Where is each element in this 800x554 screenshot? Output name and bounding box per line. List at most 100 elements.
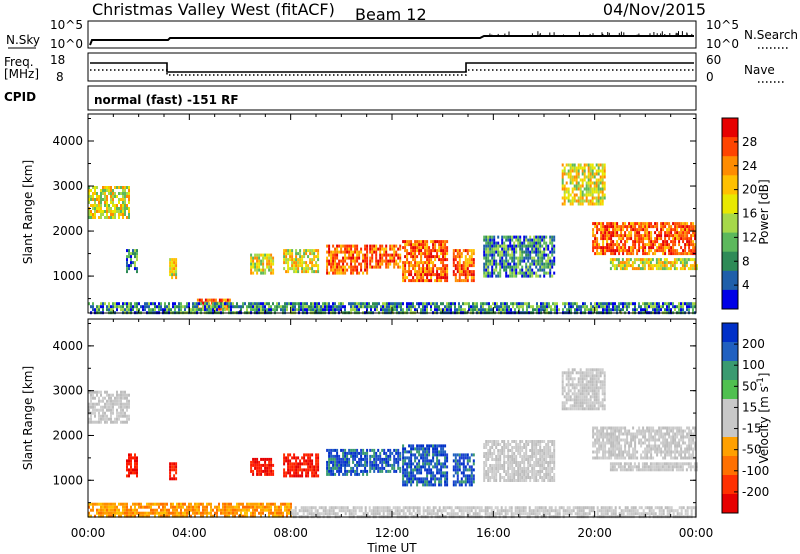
power-echo-pixel bbox=[293, 267, 296, 271]
power-echo-pixel bbox=[577, 196, 580, 200]
velocity-echo-pixel bbox=[110, 420, 112, 424]
power-echo-pixel bbox=[652, 302, 654, 306]
velocity-echo-pixel bbox=[352, 448, 355, 452]
velocity-echo-pixel bbox=[565, 407, 568, 411]
power-echo-pixel bbox=[391, 253, 394, 257]
velocity-echo-pixel bbox=[493, 479, 496, 482]
power-echo-pixel bbox=[254, 256, 257, 260]
power-echo-pixel bbox=[250, 305, 252, 309]
power-echo-pixel bbox=[330, 259, 333, 263]
power-echo-pixel bbox=[604, 237, 607, 241]
velocity-echo-pixel bbox=[485, 461, 488, 464]
power-echo-pixel bbox=[371, 253, 374, 257]
velocity-echo-pixel bbox=[106, 405, 108, 409]
power-echo-pixel bbox=[686, 252, 689, 256]
power-echo-pixel bbox=[591, 166, 594, 170]
velocity-echo-pixel bbox=[96, 402, 98, 406]
power-echo-pixel bbox=[519, 250, 522, 254]
power-echo-pixel bbox=[601, 178, 604, 182]
power-echo-pixel bbox=[513, 253, 516, 257]
power-echo-pixel bbox=[106, 213, 108, 216]
velocity-echo-pixel bbox=[543, 458, 546, 461]
velocity-echo-pixel bbox=[569, 389, 572, 393]
velocity-echo-pixel bbox=[543, 446, 546, 449]
velocity-echo-pixel bbox=[581, 389, 584, 393]
velocity-echo-pixel bbox=[454, 468, 457, 472]
velocity-echo-pixel bbox=[579, 395, 582, 399]
velocity-echo-pixel bbox=[513, 479, 516, 482]
power-echo-pixel bbox=[595, 184, 598, 188]
velocity-echo-pixel bbox=[120, 408, 122, 412]
power-echo-pixel bbox=[581, 193, 584, 197]
power-echo-pixel bbox=[485, 265, 488, 269]
power-echo-pixel bbox=[422, 279, 425, 283]
power-echo-pixel bbox=[660, 228, 663, 232]
velocity-echo-pixel bbox=[444, 477, 447, 481]
power-echo-pixel bbox=[366, 262, 369, 266]
power-echo-pixel bbox=[659, 264, 662, 268]
power-echo-pixel bbox=[317, 267, 320, 271]
power-echo-pixel bbox=[592, 249, 595, 253]
power-echo-pixel bbox=[90, 210, 92, 213]
power-echo-pixel bbox=[338, 250, 341, 254]
velocity-echo-pixel bbox=[541, 464, 544, 467]
date-label: 04/Nov/2015 bbox=[603, 0, 706, 19]
power-echo-pixel bbox=[596, 302, 598, 306]
power-echo-pixel bbox=[383, 247, 386, 251]
power-echo-pixel bbox=[503, 250, 506, 254]
power-echo-pixel bbox=[305, 261, 308, 265]
velocity-echo-pixel bbox=[585, 395, 588, 399]
power-echo-pixel bbox=[612, 234, 615, 238]
power-echo-pixel bbox=[318, 308, 320, 312]
power-echo-pixel bbox=[430, 252, 433, 256]
power-echo-pixel bbox=[252, 265, 255, 269]
power-echo-pixel bbox=[630, 302, 632, 306]
velocity-echo-pixel bbox=[583, 401, 586, 405]
power-echo-pixel bbox=[196, 298, 199, 302]
power-echo-pixel bbox=[252, 308, 254, 312]
velocity-echo-pixel bbox=[375, 466, 378, 470]
velocity-echo-pixel bbox=[134, 456, 136, 460]
power-echo-pixel bbox=[426, 270, 429, 274]
power-echo-pixel bbox=[602, 222, 605, 226]
power-echo-pixel bbox=[492, 302, 494, 306]
power-echo-pixel bbox=[468, 305, 470, 309]
power-echo-pixel bbox=[531, 274, 534, 278]
velocity-echo-pixel bbox=[521, 470, 524, 473]
power-echo-pixel bbox=[480, 308, 482, 312]
velocity-echo-pixel bbox=[295, 468, 298, 472]
power-echo-pixel bbox=[393, 247, 396, 251]
power-echo-pixel bbox=[491, 247, 494, 251]
power-echo-pixel bbox=[583, 166, 586, 170]
power-echo-pixel bbox=[592, 308, 594, 312]
velocity-echo-pixel bbox=[289, 459, 292, 463]
velocity-echo-pixel bbox=[485, 452, 488, 455]
power-echo-pixel bbox=[414, 252, 417, 256]
power-echo-pixel bbox=[523, 271, 526, 275]
velocity-echo-pixel bbox=[533, 452, 536, 455]
velocity-echo-pixel bbox=[489, 476, 492, 479]
velocity-echo-pixel bbox=[270, 466, 273, 470]
power-echo-pixel bbox=[96, 210, 98, 213]
power-echo-pixel bbox=[422, 270, 425, 274]
velocity-echo-pixel bbox=[581, 404, 584, 408]
power-echo-pixel bbox=[106, 207, 108, 210]
power-echo-pixel bbox=[128, 186, 130, 189]
power-echo-pixel bbox=[426, 252, 429, 256]
power-echo-pixel bbox=[634, 225, 637, 229]
velocity-echo-pixel bbox=[509, 479, 512, 482]
power-echo-pixel bbox=[458, 273, 461, 277]
power-echo-pixel bbox=[662, 240, 665, 244]
velocity-echo-pixel bbox=[100, 390, 102, 394]
power-echo-pixel bbox=[551, 241, 554, 245]
velocity-echo-pixel bbox=[462, 480, 465, 484]
power-echo-pixel bbox=[428, 246, 431, 250]
power-echo-pixel bbox=[554, 302, 556, 306]
power-echo-pixel bbox=[424, 261, 427, 265]
power-echo-pixel bbox=[619, 267, 622, 271]
power-echo-pixel bbox=[539, 238, 542, 242]
velocity-echo-pixel bbox=[575, 407, 578, 411]
velocity-echo-pixel bbox=[326, 463, 329, 467]
power-echo-pixel bbox=[597, 193, 600, 197]
power-echo-pixel bbox=[614, 252, 617, 256]
